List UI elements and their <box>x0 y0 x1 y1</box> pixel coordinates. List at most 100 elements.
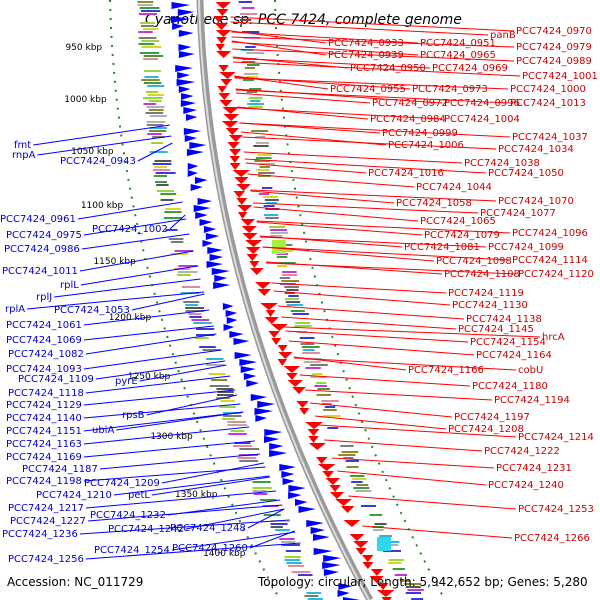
gene-leader-line <box>83 403 241 419</box>
scale-label: 1200 kbp <box>109 313 152 323</box>
gene-leader-line <box>83 218 187 236</box>
gene-leader-line <box>79 519 290 535</box>
function-stripe <box>254 160 271 162</box>
gene-label-PCC7424_1138: PCC7424_1138 <box>466 314 542 325</box>
gene-label-PCC7424_0984: PCC7424_0984 <box>370 114 446 125</box>
scale-label: 1150 kbp <box>93 257 136 267</box>
function-stripe <box>379 535 392 537</box>
forward-gene-arrow <box>323 569 339 576</box>
gene-leader-line <box>281 316 457 330</box>
reverse-gene-arrow <box>254 282 272 289</box>
gene-label-PCC7424_1145: PCC7424_1145 <box>458 324 534 335</box>
function-stripe <box>284 298 299 300</box>
gene-label-PCC7424_0989: PCC7424_0989 <box>516 56 592 67</box>
gene-leader-line <box>230 16 515 32</box>
forward-gene-arrow <box>171 2 191 9</box>
reverse-gene-arrow <box>296 401 309 408</box>
function-stripe <box>248 106 263 108</box>
gene-leader-line <box>273 290 451 306</box>
function-stripe <box>188 313 202 315</box>
function-stripe <box>269 226 286 228</box>
reverse-gene-arrow <box>215 2 231 9</box>
gene-leader-line <box>231 31 419 44</box>
gene-label-PCC7424_1061: PCC7424_1061 <box>6 320 82 331</box>
function-stripe <box>287 565 304 567</box>
gene-label-PCC7424_1098: PCC7424_1098 <box>436 256 512 267</box>
function-stripe <box>191 319 210 321</box>
gene-label-PCC7424_1037: PCC7424_1037 <box>512 132 588 143</box>
forward-gene-arrow <box>239 359 258 366</box>
function-stripe <box>202 349 221 351</box>
function-stripe <box>160 193 177 195</box>
reverse-gene-arrow <box>340 506 355 513</box>
reverse-gene-arrow <box>362 562 374 569</box>
gene-leader-line <box>299 374 471 387</box>
function-stripe <box>252 481 271 483</box>
gene-leader-line <box>256 221 423 236</box>
function-stripe <box>404 583 422 585</box>
reverse-gene-arrow <box>229 149 242 156</box>
function-stripe <box>240 13 258 15</box>
reverse-gene-arrow <box>283 366 301 373</box>
forward-gene-arrow <box>193 205 211 212</box>
function-stripe <box>281 274 298 276</box>
gene-leader-line <box>83 466 266 482</box>
gene-label-PCC7424_1002: PCC7424_1002 <box>92 224 168 235</box>
forward-gene-arrow <box>323 555 341 562</box>
function-stripe <box>241 7 255 9</box>
function-stripe <box>392 568 405 570</box>
gene-label-ubiA: ubiA <box>92 425 114 436</box>
function-stripe <box>145 112 164 114</box>
forward-gene-arrow <box>185 114 198 121</box>
function-stripe <box>263 214 279 216</box>
function-stripe <box>144 76 159 78</box>
function-stripe <box>139 52 160 54</box>
function-stripe <box>258 172 275 174</box>
reverse-gene-arrow <box>308 436 319 443</box>
function-stripe <box>281 280 300 282</box>
gene-label-PCC7424_1082: PCC7424_1082 <box>8 349 84 360</box>
function-stripe <box>356 484 369 486</box>
forward-gene-arrow <box>206 261 223 268</box>
scale-label: 1100 kbp <box>81 201 124 211</box>
gene-label-PCC7424_0961: PCC7424_0961 <box>0 214 76 225</box>
function-stripe <box>209 385 230 387</box>
forward-gene-arrow <box>313 534 330 541</box>
forward-gene-arrow <box>257 401 276 408</box>
reverse-gene-arrow <box>381 597 392 600</box>
reverse-gene-arrow <box>308 443 326 450</box>
reverse-gene-arrow <box>229 156 241 163</box>
function-stripe <box>346 466 359 468</box>
function-stripe <box>148 100 162 102</box>
function-stripe <box>142 28 159 30</box>
function-stripe <box>154 160 172 162</box>
function-stripe <box>137 4 153 6</box>
forward-gene-arrow <box>178 51 195 58</box>
gene-label-PCC7424_1236: PCC7424_1236 <box>2 529 78 540</box>
gene-label-PCC7424_1118: PCC7424_1118 <box>8 388 84 399</box>
function-stripe <box>282 271 297 273</box>
function-stripe <box>210 379 228 381</box>
forward-gene-arrow <box>178 86 191 93</box>
function-stripe <box>388 562 402 564</box>
reverse-gene-arrow <box>264 317 279 324</box>
gene-leader-line <box>243 151 463 164</box>
gene-leader-line <box>314 415 447 430</box>
gene-label-PCC7424_1254: PCC7424_1254 <box>94 545 170 556</box>
function-stripe <box>312 373 323 375</box>
function-stripe <box>178 265 199 267</box>
reverse-gene-arrow <box>305 422 324 429</box>
reverse-gene-arrow <box>278 352 293 359</box>
forward-gene-arrow <box>313 548 333 555</box>
gene-label-hrcA: hrcA <box>542 332 565 343</box>
function-stripe <box>294 325 312 327</box>
function-stripe <box>181 286 201 288</box>
scale-label: 1250 kbp <box>128 372 171 382</box>
function-stripe <box>143 103 157 105</box>
forward-gene-arrow <box>209 254 224 261</box>
function-stripe <box>341 451 359 453</box>
forward-gene-arrow <box>254 408 274 415</box>
reverse-gene-arrow <box>218 65 229 72</box>
gene-leader-line <box>234 77 509 90</box>
function-stripe <box>303 361 321 363</box>
